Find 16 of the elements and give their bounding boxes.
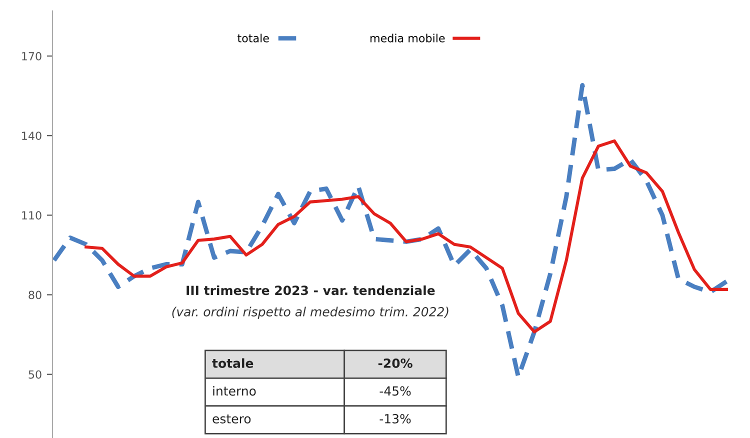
y-tick-label: 50 xyxy=(28,370,42,379)
annotation: -13% xyxy=(380,414,411,424)
y-tick-label: 170 xyxy=(22,52,42,60)
y-tick-label: 110 xyxy=(22,211,42,220)
line-series xyxy=(84,139,728,334)
annotation: (var. ordini rispetto al medesimo trim. 2022) xyxy=(172,306,448,319)
annotation: totale xyxy=(212,358,254,368)
y-tick-label: 80 xyxy=(28,290,42,300)
y-tick-label: 140 xyxy=(22,132,42,140)
annotation: -20% xyxy=(378,358,412,368)
legend-label: media mobile xyxy=(370,34,445,42)
annotation: -45% xyxy=(380,386,411,396)
legend-label: totale xyxy=(238,34,269,42)
annotation: III trimestre 2023 - var. tendenziale xyxy=(186,285,435,296)
annotation: interno xyxy=(213,386,256,396)
annotation: estero xyxy=(212,414,251,424)
